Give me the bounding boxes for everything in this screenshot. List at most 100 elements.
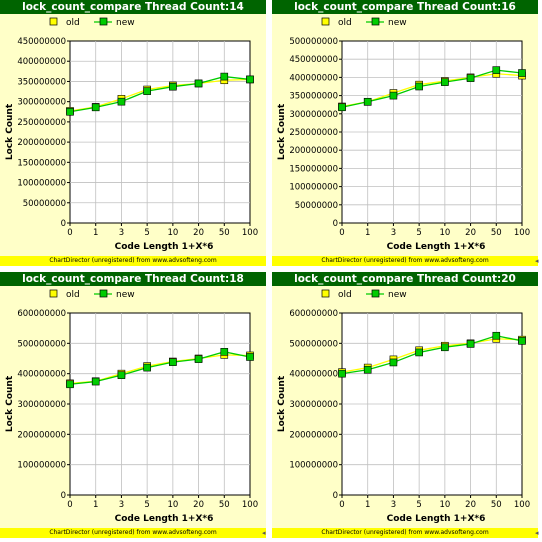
y-tick-label: 400000000 [289, 73, 338, 83]
chart-panel-1: lock_count_compare Thread Count:14 0 5000… [0, 0, 266, 266]
x-tick-label: 10 [167, 228, 178, 238]
series-line-new [69, 75, 251, 113]
x-axis-title: Code Length 1+X*6 [115, 514, 214, 524]
x-tick-label: 50 [219, 500, 230, 510]
x-tick-label: 5 [144, 500, 149, 510]
data-point-new [194, 79, 203, 88]
y-axis-title: Lock Count [277, 103, 287, 160]
legend-old-label: old [66, 290, 80, 300]
data-point-new [143, 363, 151, 372]
x-tick-label: 50 [219, 228, 230, 238]
series-line-new [341, 335, 523, 375]
x-tick-label: 10 [167, 500, 178, 510]
series-line-old [69, 78, 251, 112]
chart-panel-4: lock_count_compare Thread Count:20 0 1000… [272, 272, 538, 538]
data-point-new [338, 103, 346, 112]
y-axis-title: Lock Count [5, 375, 15, 432]
legend-new-label: new [388, 18, 407, 28]
data-point-new [220, 348, 229, 356]
y-tick-label: 450000000 [17, 37, 66, 47]
plot-area [69, 40, 251, 224]
data-point-new [246, 75, 254, 84]
x-tick-label: 20 [465, 228, 476, 238]
data-point-new [415, 82, 423, 91]
legend-new-label: new [388, 290, 407, 300]
x-tick-label: 20 [193, 500, 204, 510]
x-tick-label: 0 [67, 228, 72, 238]
data-point-new [466, 74, 475, 82]
y-tick-label: 50000000 [295, 201, 338, 211]
y-tick-label: 500000000 [289, 37, 338, 47]
data-point-new [415, 348, 423, 357]
x-tick-label: 100 [514, 228, 530, 238]
y-tick-label: 300000000 [17, 98, 66, 108]
x-tick-label: 20 [465, 500, 476, 510]
y-tick-label: 0 [61, 491, 66, 501]
legend-new-marker [99, 17, 108, 26]
y-axis-title: Lock Count [277, 375, 287, 432]
data-point-new [66, 380, 74, 389]
x-tick-label: 1 [365, 500, 370, 510]
data-point-new [466, 340, 475, 348]
data-point-new [143, 87, 151, 95]
y-tick-label: 0 [333, 219, 338, 229]
legend-old-label: old [338, 290, 352, 300]
y-tick-label: 300000000 [289, 110, 338, 120]
x-tick-label: 0 [339, 500, 344, 510]
legend-new-marker [371, 289, 380, 298]
data-point-new [363, 365, 372, 374]
data-point-new [66, 107, 74, 116]
data-point-new [441, 78, 449, 86]
x-tick-label: 100 [242, 500, 258, 510]
x-tick-label: 3 [119, 228, 124, 238]
data-point-new [194, 355, 203, 363]
y-tick-label: 400000000 [17, 57, 66, 67]
chart-footer: ChartDirector (unregistered) from www.ad… [272, 528, 538, 538]
legend-old-marker [321, 17, 330, 26]
x-axis-title: Code Length 1+X*6 [115, 242, 214, 252]
data-point-new [518, 69, 526, 77]
legend-old-label: old [66, 18, 80, 28]
data-point-new [246, 353, 254, 361]
chart-panel-2: lock_count_compare Thread Count:16 0 5000… [272, 0, 538, 266]
y-tick-label: 100000000 [289, 183, 338, 193]
series-line-old [341, 338, 523, 373]
y-tick-label: 0 [61, 219, 66, 229]
data-point-new [169, 358, 177, 366]
data-point-new [220, 72, 229, 81]
x-tick-label: 5 [416, 500, 421, 510]
y-tick-label: 450000000 [289, 55, 338, 65]
legend-new-label: new [116, 290, 135, 300]
series-line-new [341, 69, 523, 108]
arrow-left-icon: ◂ [535, 257, 539, 265]
y-tick-label: 250000000 [17, 118, 66, 128]
y-tick-label: 250000000 [289, 128, 338, 138]
y-tick-label: 150000000 [289, 164, 338, 174]
data-point-new [389, 358, 398, 367]
x-axis-title: Code Length 1+X*6 [387, 514, 486, 524]
x-tick-label: 20 [193, 228, 204, 238]
y-tick-label: 100000000 [17, 461, 66, 471]
legend-new-marker [99, 289, 108, 298]
x-tick-label: 10 [439, 228, 450, 238]
chart-footer: ChartDirector (unregistered) from www.ad… [0, 528, 266, 538]
chart-svg: 0100000000200000000300000000400000000500… [277, 289, 530, 524]
x-tick-label: 5 [416, 228, 421, 238]
data-point-new [117, 97, 126, 106]
data-point-new [91, 103, 100, 112]
x-tick-label: 50 [491, 228, 502, 238]
arrow-left-icon: ◂ [535, 529, 539, 537]
x-tick-label: 100 [514, 500, 530, 510]
chart-svg: 0100000000200000000300000000400000000500… [5, 289, 258, 524]
chart-footer: ChartDirector (unregistered) from www.ad… [0, 256, 266, 266]
x-axis-title: Code Length 1+X*6 [387, 242, 486, 252]
y-tick-label: 500000000 [17, 339, 66, 349]
arrow-left-icon: ◂ [262, 529, 266, 537]
chart-panel-3: lock_count_compare Thread Count:18 0 1000… [0, 272, 266, 538]
y-tick-label: 100000000 [17, 179, 66, 189]
chart-svg: 0 50000000 100000000 150000000 200000000 2500… [277, 17, 530, 252]
series-line-new [69, 351, 251, 385]
y-tick-label: 350000000 [289, 92, 338, 102]
y-tick-label: 200000000 [289, 430, 338, 440]
y-tick-label: 200000000 [289, 146, 338, 156]
